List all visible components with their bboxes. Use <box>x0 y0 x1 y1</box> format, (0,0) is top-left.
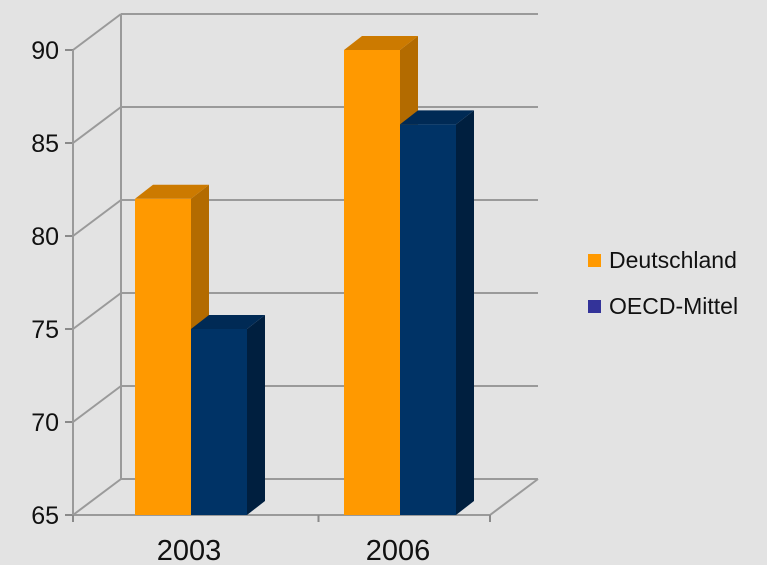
ytick-label-4: 85 <box>31 130 59 158</box>
bar-side-1-0 <box>247 315 265 515</box>
bar-0-0 <box>135 198 191 516</box>
ytick-label-1: 70 <box>31 409 59 437</box>
legend-swatch-1 <box>588 299 601 313</box>
bar-0-1 <box>344 50 400 515</box>
legend-item-1: OECD-Mittel <box>588 292 738 320</box>
bar-top-0-1 <box>344 36 418 50</box>
legend-swatch-0 <box>588 253 601 267</box>
ytick-label-2: 75 <box>31 316 59 344</box>
bar-top-1-1 <box>400 110 474 125</box>
bar-side-1-1 <box>456 110 474 516</box>
side-gridline-1 <box>72 385 122 423</box>
bar-1-0 <box>191 329 247 515</box>
side-gridline-4 <box>72 106 122 144</box>
bar-top-0-0 <box>135 184 209 199</box>
side-gridline-5 <box>72 13 122 51</box>
legend-label-0: Deutschland <box>609 246 737 273</box>
bar-1-1 <box>400 124 456 516</box>
legend-label-1: OECD-Mittel <box>609 292 739 319</box>
ytick-label-5: 90 <box>31 37 59 65</box>
side-gridline-2 <box>72 292 122 330</box>
xtick-label-0: 2003 <box>157 535 222 565</box>
xtick-label-1: 2006 <box>366 535 431 565</box>
ytick-label-0: 65 <box>31 502 59 530</box>
legend: Deutschland OECD-Mittel <box>588 246 738 338</box>
side-gridline-3 <box>72 199 122 237</box>
bar-top-1-0 <box>191 315 265 329</box>
ytick-label-3: 80 <box>31 223 59 251</box>
legend-item-0: Deutschland <box>588 246 738 274</box>
side-gridline-0 <box>72 478 122 516</box>
